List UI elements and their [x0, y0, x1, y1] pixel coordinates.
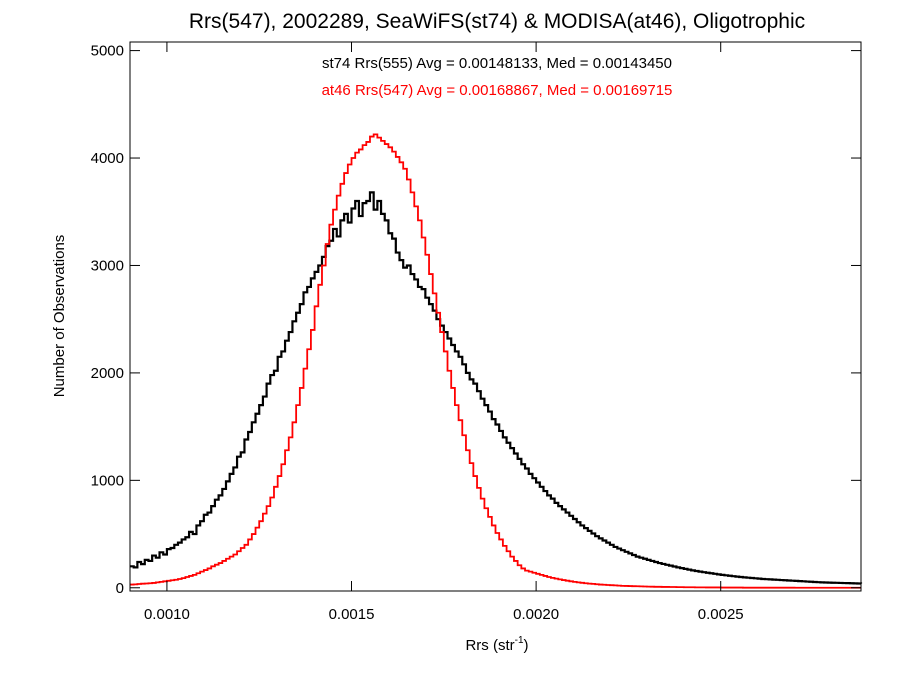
x-axis: 0.0010 0.0015 0.0020 0.0025 [144, 42, 744, 623]
annotation-st74: st74 Rrs(555) Avg = 0.00148133, Med = 0.… [322, 55, 672, 72]
x-tick-label: 0.0015 [329, 606, 375, 623]
x-tick-label: 0.0020 [513, 606, 559, 623]
x-axis-label: Rrs (str-1) [465, 635, 528, 654]
y-tick-label: 5000 [91, 43, 124, 60]
histogram-series-0 [130, 191, 863, 585]
x-tick-label: 0.0025 [698, 606, 744, 623]
x-axis-label-superscript: -1 [515, 635, 524, 646]
y-tick-label: 3000 [91, 257, 124, 274]
annotation-at46: at46 Rrs(547) Avg = 0.00168867, Med = 0.… [322, 82, 673, 99]
y-tick-label: 4000 [91, 150, 124, 167]
plot-frame [129, 41, 862, 592]
chart-title: Rrs(547), 2002289, SeaWiFS(st74) & MODIS… [189, 10, 805, 33]
y-tick-label: 2000 [91, 365, 124, 382]
x-tick-label: 0.0010 [144, 606, 190, 623]
y-tick-label: 0 [116, 580, 124, 597]
histogram-series-1 [130, 133, 861, 589]
y-tick-label: 1000 [91, 472, 124, 489]
y-axis-label: Number of Observations [51, 235, 68, 398]
y-axis: 0 1000 2000 3000 4000 5000 [91, 43, 861, 597]
plot-area [130, 133, 863, 589]
